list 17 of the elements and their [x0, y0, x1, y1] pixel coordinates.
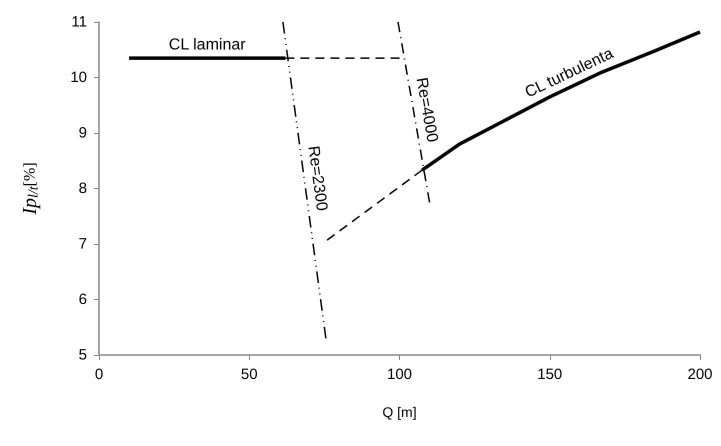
x-tick-label: 50 [240, 366, 258, 383]
text: Re=4000 [412, 76, 441, 144]
x-tick-label: 200 [687, 366, 713, 383]
y-tick-label: 10 [70, 69, 87, 86]
x-tick-label: 150 [537, 366, 562, 383]
x-tick-label: 100 [386, 366, 412, 383]
series-label: CL laminar [168, 36, 246, 54]
x-tick-label: 0 [94, 366, 104, 383]
x-axis-title: Q [m] [382, 404, 417, 420]
y-tick-label: 5 [78, 346, 87, 364]
y-tick-label: 6 [78, 291, 87, 308]
y-axis-title: Ipl/t[%] [19, 162, 42, 216]
y-tick-label: 7 [78, 236, 87, 252]
y-tick-label: 8 [78, 180, 87, 197]
text: Re=2300 [304, 144, 330, 212]
y-tick-label: 11 [71, 14, 87, 30]
y-tick-label: 9 [78, 124, 87, 142]
